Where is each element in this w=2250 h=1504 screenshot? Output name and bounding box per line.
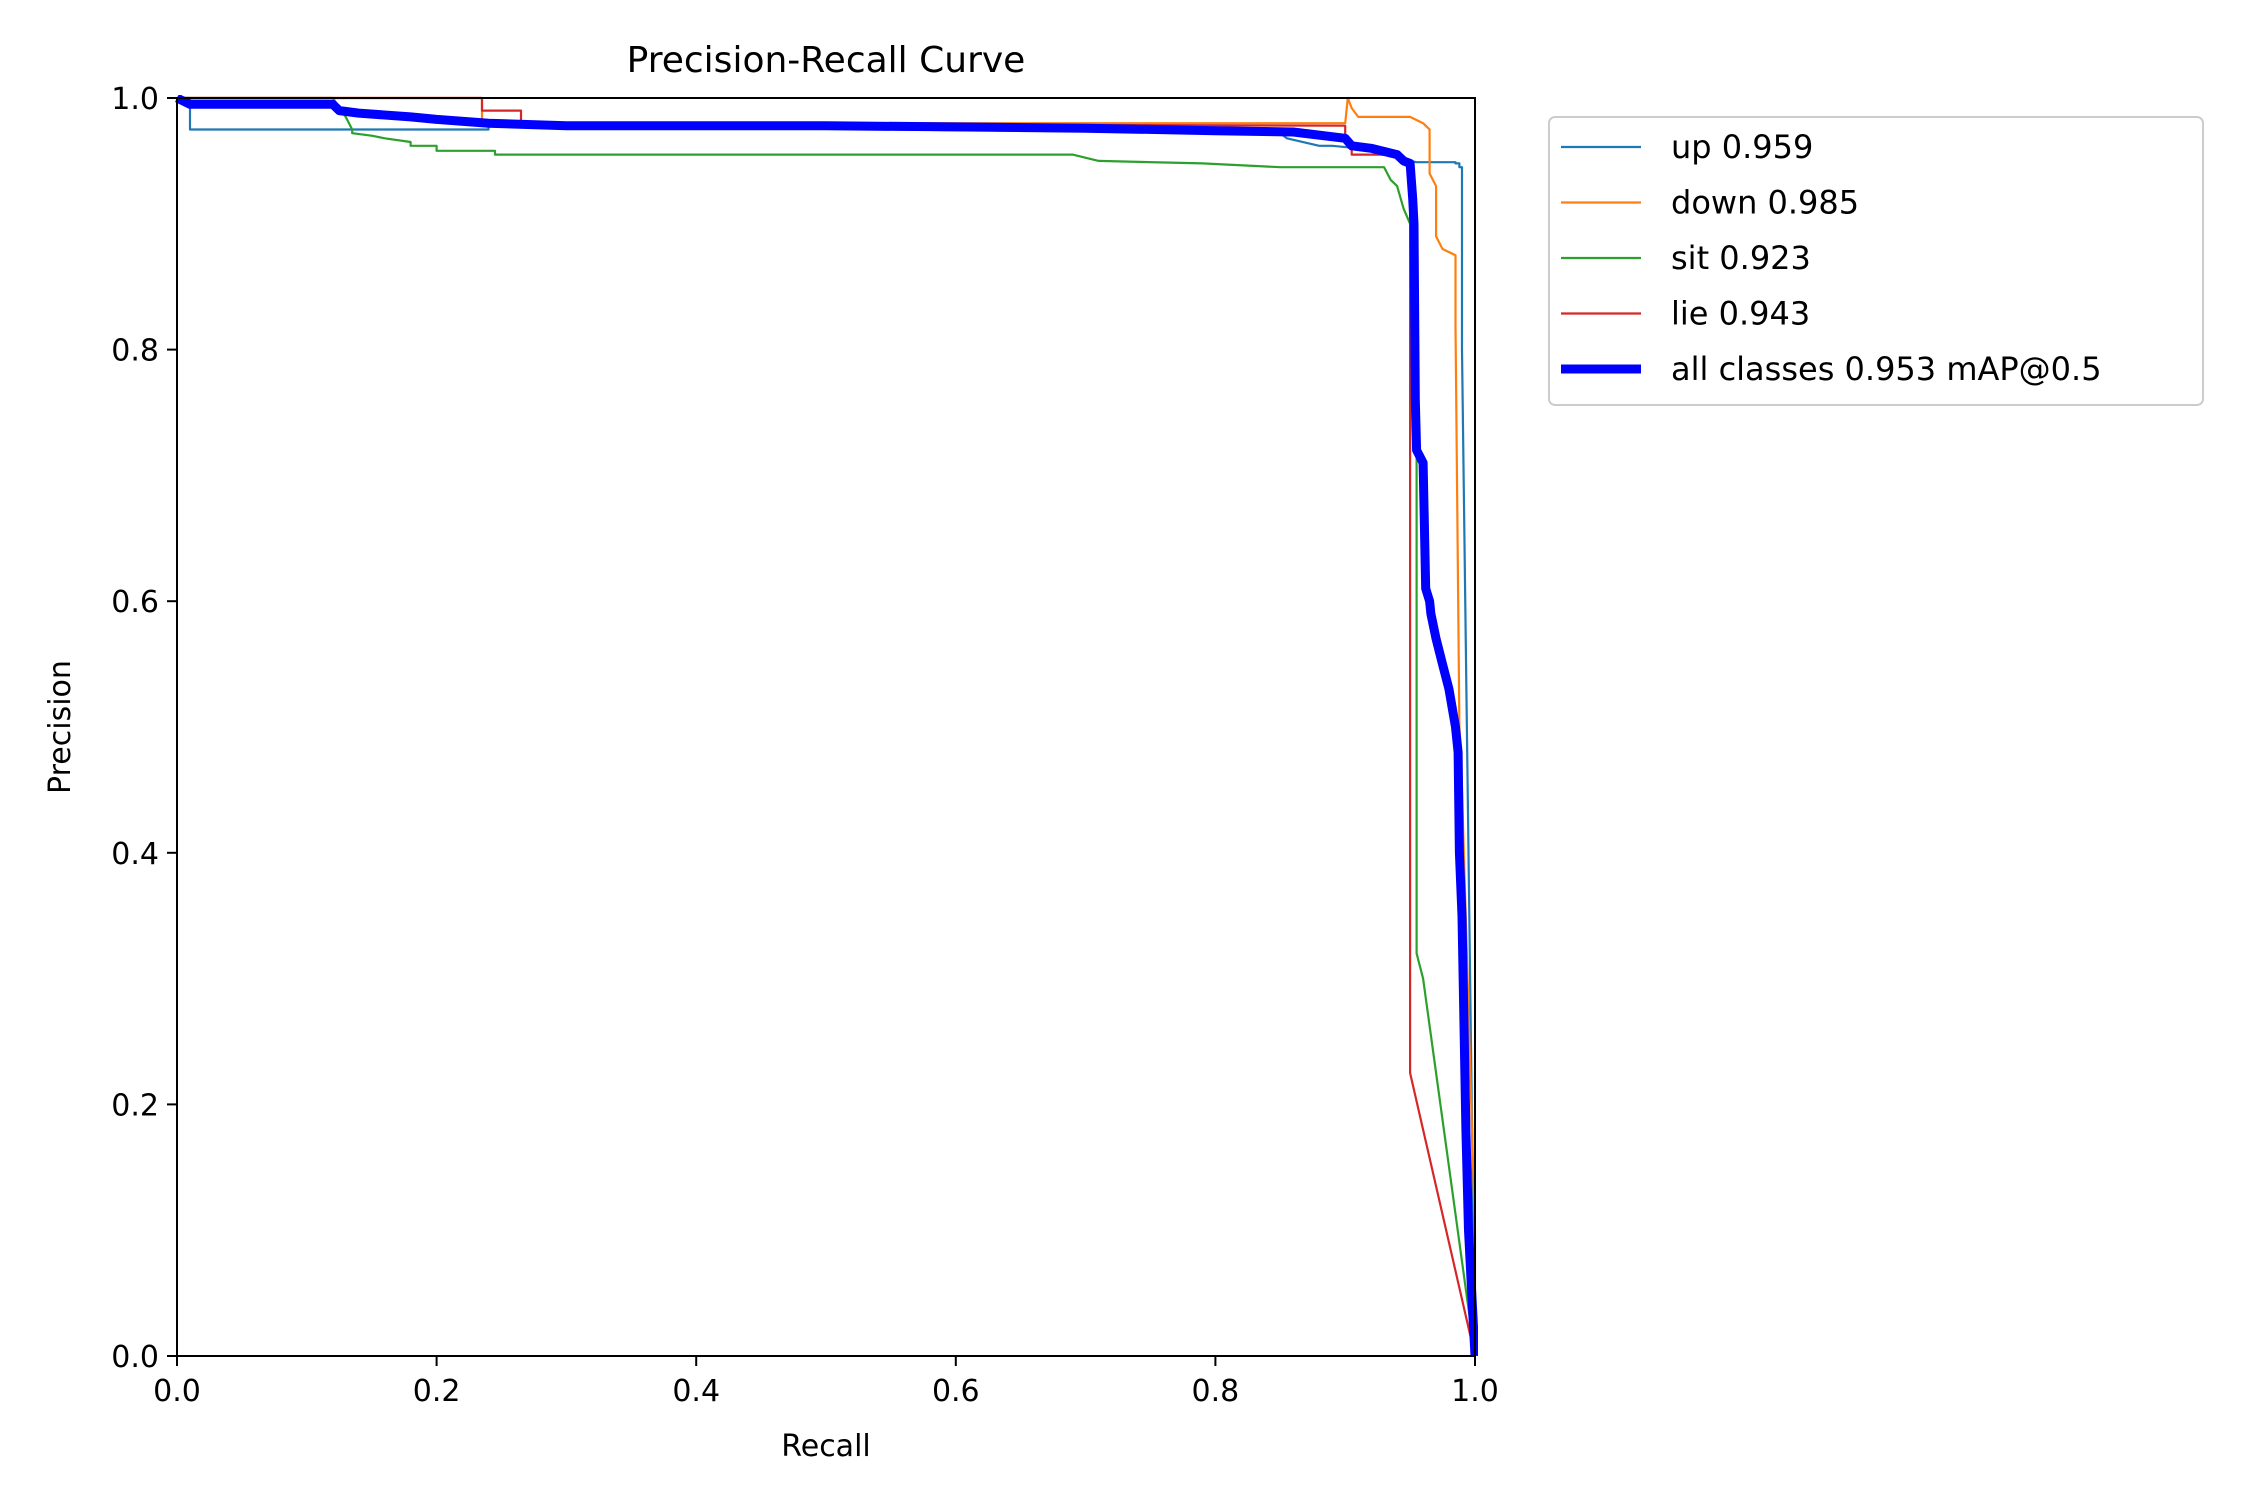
y-tick-label: 0.8 xyxy=(111,334,159,369)
y-tick-label: 1.0 xyxy=(111,82,159,117)
legend-label-sit-0-923: sit 0.923 xyxy=(1671,239,1811,277)
y-tick-label: 0.2 xyxy=(111,1088,159,1123)
plot-frame xyxy=(176,97,1476,1357)
x-tick-label: 0.6 xyxy=(932,1374,980,1409)
y-tick-label: 0.4 xyxy=(111,837,159,872)
legend-label-all-classes-0-953-map-0-5: all classes 0.953 mAP@0.5 xyxy=(1671,350,2102,388)
legend: up 0.959 down 0.985 sit 0.923 lie 0.943 all … xyxy=(1548,116,2204,406)
y-axis-label: Precision xyxy=(43,660,78,794)
x-tick-label: 1.0 xyxy=(1451,1374,1499,1409)
chart-title: Precision-Recall Curve xyxy=(627,40,1026,81)
legend-label-down-0-985: down 0.985 xyxy=(1671,184,1859,222)
y-tick-label: 0.0 xyxy=(111,1340,159,1375)
x-tick-label: 0.0 xyxy=(153,1374,201,1409)
y-tick-label: 0.6 xyxy=(111,585,159,620)
legend-label-up-0-959: up 0.959 xyxy=(1671,128,1813,166)
ticks-layer: 0.0 0.2 0.4 0.6 0.8 1.0 0.0 0.2 0.4 0.6 0.8 1.0 xyxy=(111,82,1499,1409)
x-axis-label: Recall xyxy=(781,1429,871,1464)
series-layer xyxy=(175,95,1478,1357)
x-tick-label: 0.8 xyxy=(1192,1374,1240,1409)
legend-box xyxy=(1548,116,2204,406)
series-line-down-0-985 xyxy=(177,96,1477,1356)
legend-label-lie-0-943: lie 0.943 xyxy=(1671,295,1810,333)
series-line-all-classes-0-953-map-0-5 xyxy=(175,95,1478,1357)
x-tick-label: 0.2 xyxy=(413,1374,461,1409)
x-tick-label: 0.4 xyxy=(672,1374,720,1409)
